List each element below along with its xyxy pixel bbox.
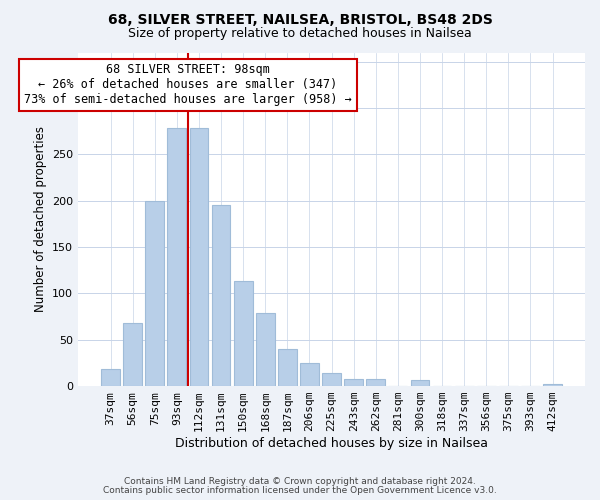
Bar — [123, 323, 142, 386]
Y-axis label: Number of detached properties: Number of detached properties — [34, 126, 47, 312]
Text: 68 SILVER STREET: 98sqm
← 26% of detached houses are smaller (347)
73% of semi-d: 68 SILVER STREET: 98sqm ← 26% of detache… — [24, 64, 352, 106]
Bar — [543, 384, 562, 386]
Text: Size of property relative to detached houses in Nailsea: Size of property relative to detached ho… — [128, 28, 472, 40]
Bar — [212, 206, 230, 386]
Bar — [101, 370, 120, 386]
Bar — [190, 128, 208, 386]
Bar — [145, 201, 164, 386]
Bar — [322, 373, 341, 386]
Text: Contains public sector information licensed under the Open Government Licence v3: Contains public sector information licen… — [103, 486, 497, 495]
Bar — [278, 349, 297, 386]
Bar — [367, 378, 385, 386]
Bar — [344, 378, 363, 386]
Bar — [167, 128, 186, 386]
Text: 68, SILVER STREET, NAILSEA, BRISTOL, BS48 2DS: 68, SILVER STREET, NAILSEA, BRISTOL, BS4… — [107, 12, 493, 26]
Text: Contains HM Land Registry data © Crown copyright and database right 2024.: Contains HM Land Registry data © Crown c… — [124, 477, 476, 486]
Bar — [300, 363, 319, 386]
Bar — [256, 313, 275, 386]
Bar — [234, 282, 253, 386]
Bar — [410, 380, 430, 386]
X-axis label: Distribution of detached houses by size in Nailsea: Distribution of detached houses by size … — [175, 437, 488, 450]
